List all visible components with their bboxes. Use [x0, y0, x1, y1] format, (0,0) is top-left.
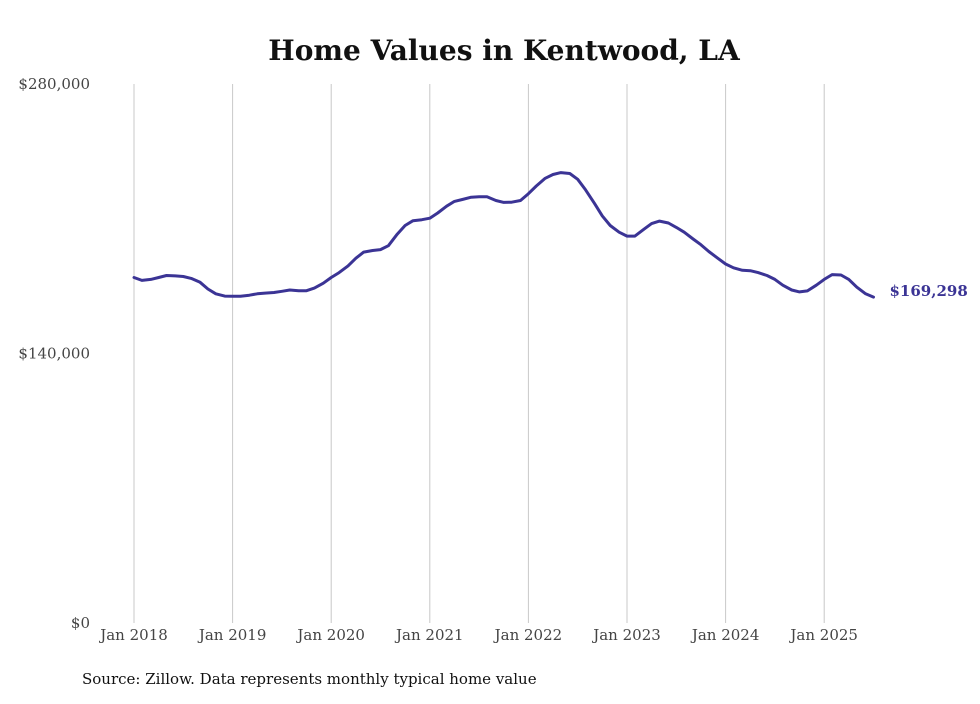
grid-layer — [133, 84, 825, 623]
x-tick-label-0: Jan 2018 — [98, 626, 168, 644]
x-tick-label-1: Jan 2019 — [197, 626, 267, 644]
x-axis-ticks: Jan 2018 Jan 2019 Jan 2020 Jan 2021 Jan 2022… — [98, 626, 858, 644]
y-tick-label-0: $0 — [71, 614, 90, 632]
series-line — [132, 171, 875, 299]
x-tick-label-3: Jan 2021 — [394, 626, 464, 644]
x-tick-label-5: Jan 2023 — [591, 626, 661, 644]
source-note: Source: Zillow. Data represents monthly … — [82, 670, 537, 688]
y-tick-label-2: $280,000 — [18, 75, 90, 93]
x-tick-label-4: Jan 2022 — [493, 626, 563, 644]
x-tick-label-2: Jan 2020 — [295, 626, 365, 644]
y-axis-ticks: $0 $140,000 $280,000 — [18, 75, 90, 632]
x-tick-label-7: Jan 2025 — [788, 626, 858, 644]
chart-title: Home Values in Kentwood, LA — [268, 34, 741, 67]
y-tick-label-1: $140,000 — [18, 345, 90, 363]
x-tick-label-6: Jan 2024 — [690, 626, 760, 644]
end-value-label: $169,298 — [890, 282, 968, 300]
